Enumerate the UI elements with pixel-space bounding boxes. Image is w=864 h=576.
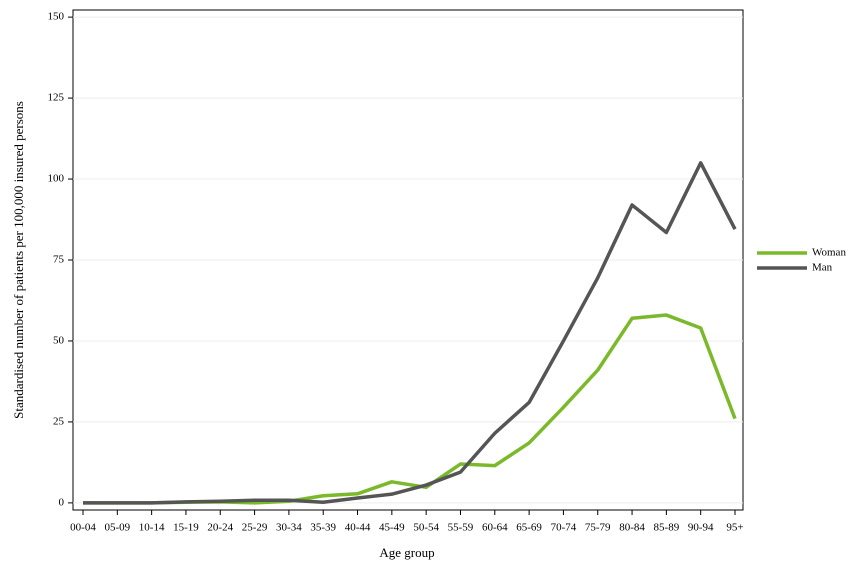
x-tick-label: 60-64: [482, 522, 508, 534]
y-tick-label: 75: [53, 254, 65, 266]
y-tick-label: 50: [53, 334, 65, 346]
x-tick-label: 30-34: [276, 522, 302, 534]
x-tick-label: 05-09: [104, 522, 130, 534]
x-tick-label: 80-84: [619, 522, 645, 534]
x-tick-label: 55-59: [448, 522, 474, 534]
x-tick-label: 35-39: [310, 522, 336, 534]
x-tick-label: 50-54: [413, 522, 439, 534]
legend-label: Woman: [812, 247, 846, 259]
x-tick-label: 25-29: [242, 522, 268, 534]
x-tick-label: 00-04: [70, 522, 96, 534]
x-tick-label: 90-94: [688, 522, 714, 534]
line-series: [83, 161, 737, 505]
x-tick-label: 85-89: [654, 522, 680, 534]
y-tick-label: 25: [53, 415, 65, 427]
x-tick-label: 20-24: [207, 522, 233, 534]
x-tick-label: 95+: [726, 522, 743, 534]
x-tick-label: 75-79: [585, 522, 611, 534]
y-tick-label: 125: [48, 92, 65, 104]
x-tick-label: 45-49: [379, 522, 405, 534]
line-series: [83, 313, 737, 505]
y-tick-label: 100: [48, 173, 65, 185]
y-tick-label: 0: [59, 496, 65, 508]
x-tick-label: 65-69: [516, 522, 542, 534]
x-tick-label: 40-44: [345, 522, 371, 534]
y-tick-label: 150: [48, 11, 65, 23]
y-axis-title: Standardised number of patients per 100,…: [11, 101, 26, 419]
x-axis-title: Age group: [379, 545, 434, 560]
x-tick-label: 70-74: [551, 522, 577, 534]
legend-label: Man: [812, 262, 833, 274]
x-tick-label: 10-14: [139, 522, 165, 534]
x-tick-label: 15-19: [173, 522, 199, 534]
